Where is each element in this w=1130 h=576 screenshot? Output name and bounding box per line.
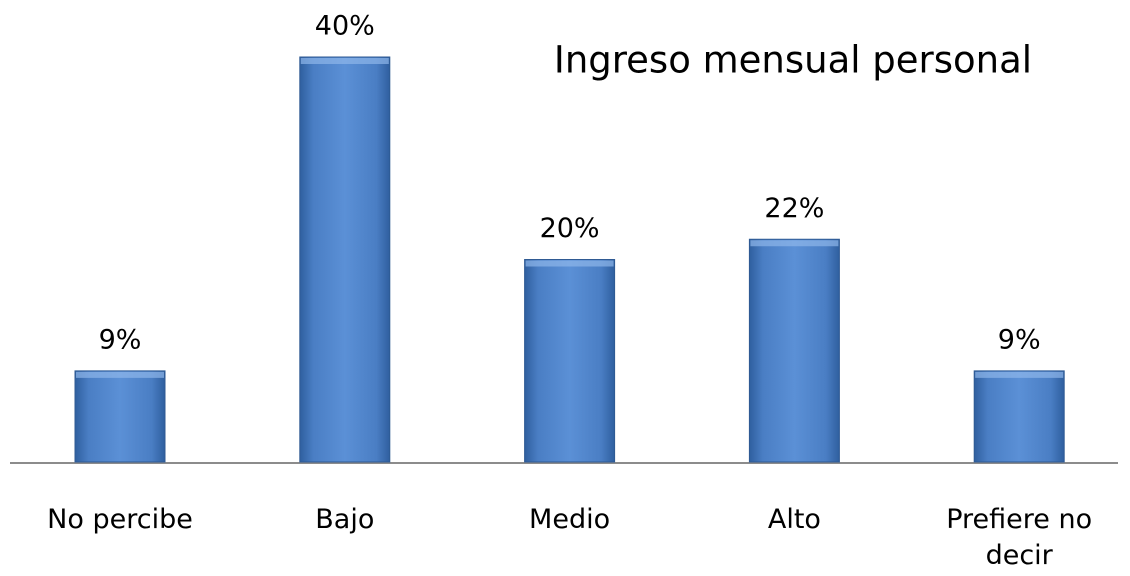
chart-title: Ingreso mensual personal [554, 39, 1032, 82]
data-label: 40% [315, 11, 375, 42]
data-label: 9% [998, 324, 1041, 355]
data-label: 22% [764, 193, 824, 224]
data-label: 20% [540, 213, 600, 244]
bar-bevel [300, 58, 389, 64]
x-tick-label: Prefiere no decir [946, 504, 1093, 571]
bar [299, 56, 391, 463]
x-tick-label: Bajo [315, 504, 375, 535]
bar [74, 370, 166, 463]
bar-bevel [525, 260, 614, 267]
bar [524, 259, 616, 463]
bar [748, 238, 840, 463]
bar-bevel [750, 240, 839, 247]
data-label: 9% [99, 324, 142, 355]
bar-bevel [975, 371, 1064, 378]
x-tick-label: Medio [529, 504, 611, 535]
bar [973, 370, 1065, 463]
bar-bevel [76, 371, 164, 378]
x-tick-label: Alto [767, 504, 821, 535]
x-tick-label: No percibe [47, 504, 193, 535]
